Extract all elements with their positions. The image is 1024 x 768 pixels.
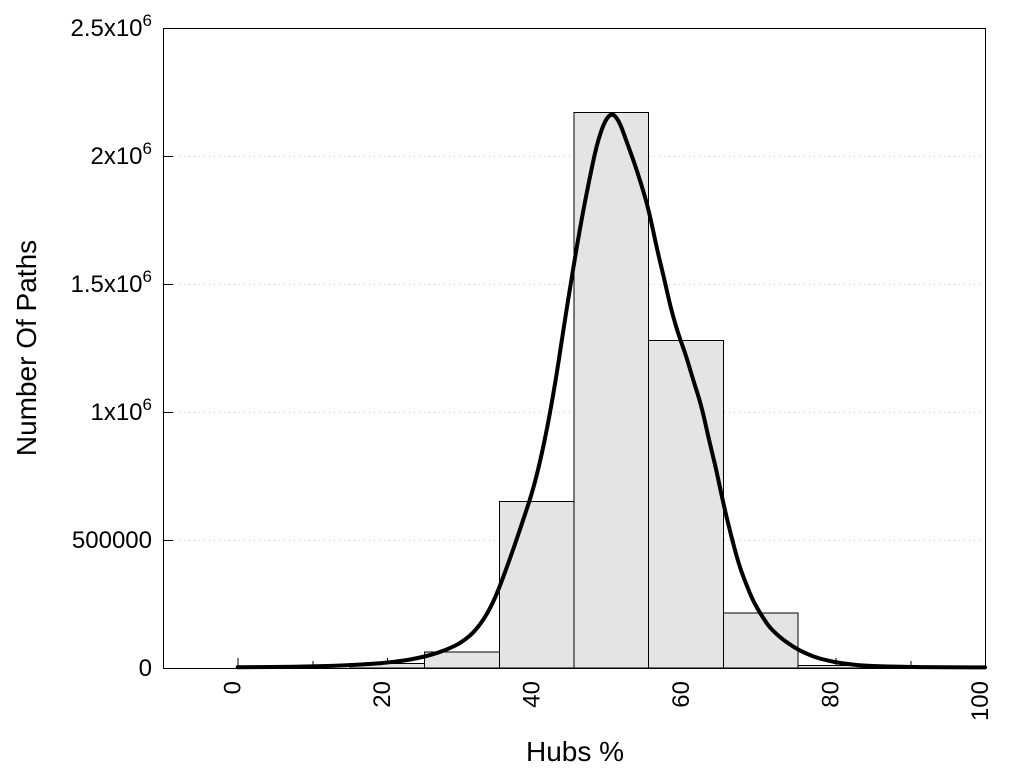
x-tick-label: 60 — [668, 681, 695, 708]
plot-border — [163, 28, 986, 669]
histogram-bar — [573, 111, 650, 669]
fit-curve-group — [235, 112, 987, 670]
y-tick-label: 1.5x106 — [70, 267, 152, 298]
x-tick-label: 40 — [519, 681, 546, 708]
tick-labels-group: 0 500000 1x106 1.5x106 2x106 2.5x106 0 20 40 60 80… — [70, 11, 994, 721]
y-tick-label: 0 — [139, 655, 152, 682]
x-tick-label: 20 — [369, 681, 396, 708]
x-axis-title: Hubs % — [526, 736, 624, 767]
y-tick-label: 2.5x106 — [70, 11, 152, 42]
x-tick-label: 0 — [220, 681, 247, 694]
y-tick-label: 500000 — [72, 527, 152, 554]
x-tick-label: 100 — [967, 681, 994, 721]
histogram-bar — [648, 339, 724, 669]
y-axis-title: Number Of Paths — [11, 240, 42, 456]
histogram-bar — [498, 501, 575, 669]
fit-curve — [235, 112, 987, 670]
plot-border-group — [163, 28, 986, 669]
x-tick-label: 80 — [818, 681, 845, 708]
histogram-bars-group — [349, 111, 874, 669]
y-tick-label: 2x106 — [90, 139, 152, 170]
y-tick-label: 1x106 — [90, 395, 152, 426]
